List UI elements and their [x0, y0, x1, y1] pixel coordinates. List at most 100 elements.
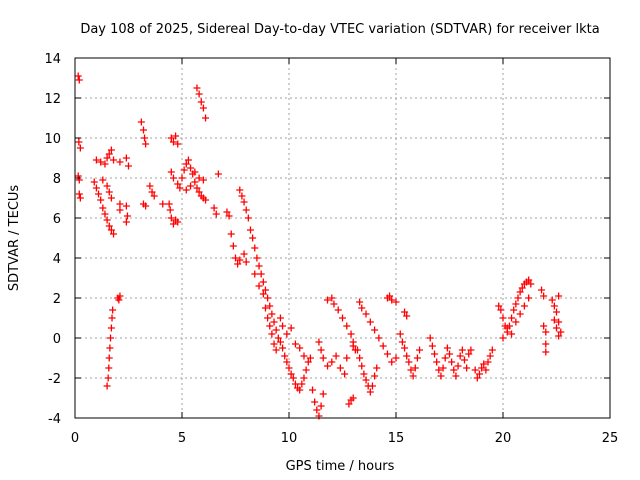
data-point: [443, 344, 451, 352]
data-point: [296, 386, 304, 394]
x-tick-label: 0: [71, 431, 79, 446]
data-point: [105, 364, 113, 372]
data-point: [105, 188, 113, 196]
data-point: [115, 296, 123, 304]
data-point: [302, 366, 310, 374]
data-point: [106, 344, 114, 352]
data-point: [107, 194, 115, 202]
data-point: [386, 292, 394, 300]
data-point: [75, 190, 83, 198]
data-point: [356, 298, 364, 306]
data-point: [306, 354, 314, 362]
data-point: [261, 286, 269, 294]
data-point: [396, 330, 404, 338]
data-point: [550, 316, 558, 324]
data-point: [527, 280, 535, 288]
data-point: [142, 202, 150, 210]
data-point: [368, 382, 376, 390]
data-point: [458, 346, 466, 354]
data-point: [276, 338, 284, 346]
data-point: [74, 72, 82, 80]
x-axis-label: GPS time / hours: [286, 459, 395, 474]
data-point: [167, 168, 175, 176]
data-point: [555, 292, 563, 300]
data-point: [202, 114, 210, 122]
y-tick-label: 6: [53, 212, 61, 227]
y-tick-label: 12: [44, 92, 61, 107]
data-point: [116, 158, 124, 166]
data-point: [75, 76, 83, 84]
data-point: [266, 302, 274, 310]
y-tick-label: -2: [48, 372, 61, 387]
data-point: [92, 156, 100, 164]
data-point: [167, 134, 175, 142]
data-point: [212, 210, 220, 218]
data-point: [319, 354, 327, 362]
data-point: [383, 350, 391, 358]
data-point: [272, 326, 280, 334]
y-tick-label: -4: [48, 412, 61, 427]
data-point: [475, 370, 483, 378]
data-point: [76, 194, 84, 202]
data-point: [437, 372, 445, 380]
data-point: [236, 186, 244, 194]
data-point: [266, 322, 274, 330]
data-point: [257, 270, 265, 278]
data-point: [107, 146, 115, 154]
data-point: [373, 364, 381, 372]
data-point: [103, 154, 111, 162]
y-tick-label: 2: [53, 292, 61, 307]
data-point: [336, 364, 344, 372]
data-point: [538, 286, 546, 294]
data-point: [433, 358, 441, 366]
data-point: [379, 342, 387, 350]
data-point: [172, 132, 180, 140]
data-point: [105, 150, 113, 158]
data-point: [409, 372, 417, 380]
data-point: [298, 380, 306, 388]
data-point: [428, 342, 436, 350]
data-point: [514, 294, 522, 302]
data-point: [187, 182, 195, 190]
data-point: [403, 352, 411, 360]
data-point: [435, 366, 443, 374]
data-point: [107, 334, 115, 342]
y-tick-label: 0: [53, 332, 61, 347]
data-point: [553, 324, 560, 332]
data-point: [249, 234, 257, 242]
data-point: [516, 288, 524, 296]
data-point: [191, 178, 199, 186]
data-point: [371, 372, 379, 380]
data-point: [426, 334, 434, 342]
data-point: [512, 300, 520, 308]
data-point: [398, 338, 406, 346]
data-point: [234, 260, 242, 268]
data-point: [199, 104, 207, 112]
data-point: [452, 372, 460, 380]
data-point: [366, 388, 374, 396]
data-point: [520, 302, 528, 310]
axis-ticks: -4 -2 0 2 4 6 8 10 12 14 0 5 10 15 20 25: [44, 52, 618, 446]
data-point: [169, 174, 177, 182]
data-point: [330, 300, 338, 308]
data-point: [223, 208, 231, 216]
data-point: [540, 292, 548, 300]
data-point: [311, 398, 319, 406]
data-point: [413, 354, 421, 362]
data-point: [255, 282, 263, 290]
data-point: [291, 380, 299, 388]
data-point: [508, 314, 516, 322]
data-point: [261, 304, 269, 312]
data-point: [332, 352, 340, 360]
data-point: [287, 370, 295, 378]
data-point: [281, 352, 289, 360]
data-point: [107, 226, 115, 234]
data-point: [497, 306, 505, 314]
data-point: [225, 212, 233, 220]
data-point: [371, 326, 379, 334]
data-point: [542, 348, 550, 356]
data-point: [512, 318, 520, 326]
data-point: [450, 366, 458, 374]
data-point: [137, 118, 145, 126]
